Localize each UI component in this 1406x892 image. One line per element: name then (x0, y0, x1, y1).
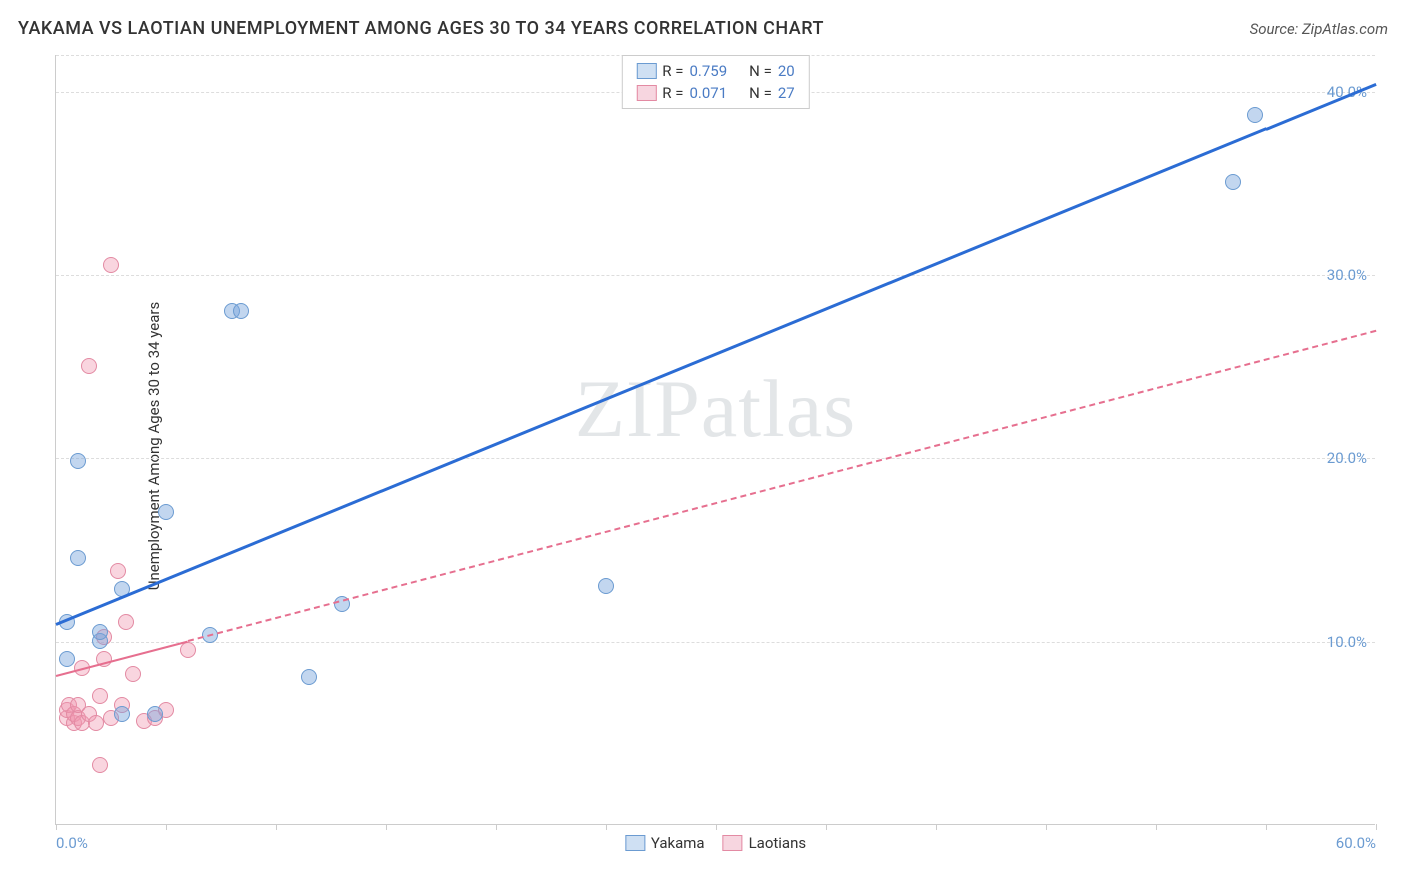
legend-item-laotians: Laotians (723, 834, 807, 852)
watermark: ZIPatlas (575, 362, 856, 456)
x-tick-label: 60.0% (1336, 834, 1376, 852)
source-label: Source: ZipAtlas.com (1250, 20, 1388, 38)
legend-label-laotians: Laotians (749, 834, 807, 852)
y-tick-label: 30.0% (1327, 266, 1367, 284)
x-tick (1156, 824, 1157, 830)
data-point-laotians (110, 563, 126, 579)
data-point-laotians (118, 614, 134, 630)
trend-line (188, 330, 1377, 642)
legend-swatch-laotians (723, 835, 743, 851)
data-point-laotians (92, 757, 108, 773)
data-point-laotians (81, 358, 97, 374)
data-point-yakama (147, 706, 163, 722)
r-label: R = (662, 84, 683, 102)
gridline-h (56, 458, 1375, 459)
x-tick (1046, 824, 1047, 830)
chart-container: YAKAMA VS LAOTIAN UNEMPLOYMENT AMONG AGE… (0, 0, 1406, 892)
x-tick (1266, 824, 1267, 830)
n-value-laotians: 27 (778, 84, 795, 102)
legend-correlation-box: R = 0.759 N = 20 R = 0.071 N = 27 (621, 55, 809, 109)
legend-item-yakama: Yakama (625, 834, 705, 852)
x-tick (276, 824, 277, 830)
data-point-laotians (180, 642, 196, 658)
trend-line (1265, 83, 1376, 131)
data-point-yakama (114, 706, 130, 722)
legend-swatch-laotians (636, 85, 656, 101)
y-tick-label: 20.0% (1327, 449, 1367, 467)
x-tick (386, 824, 387, 830)
n-label: N = (749, 62, 772, 80)
data-point-laotians (88, 715, 104, 731)
title-bar: YAKAMA VS LAOTIAN UNEMPLOYMENT AMONG AGE… (18, 18, 1388, 39)
r-value-laotians: 0.071 (689, 84, 727, 102)
data-point-yakama (301, 669, 317, 685)
data-point-yakama (598, 578, 614, 594)
x-tick (56, 824, 57, 830)
r-label: R = (662, 62, 683, 80)
x-tick (1376, 824, 1377, 830)
x-tick (496, 824, 497, 830)
data-point-yakama (233, 303, 249, 319)
y-tick-label: 10.0% (1327, 633, 1367, 651)
plot-area: ZIPatlas R = 0.759 N = 20 R = 0.071 N = … (55, 55, 1375, 825)
x-tick (936, 824, 937, 830)
data-point-yakama (59, 651, 75, 667)
data-point-yakama (92, 624, 108, 640)
data-point-yakama (158, 504, 174, 520)
x-tick-label: 0.0% (56, 834, 88, 852)
legend-swatch-yakama (625, 835, 645, 851)
x-tick (826, 824, 827, 830)
data-point-yakama (70, 453, 86, 469)
data-point-yakama (1247, 107, 1263, 123)
x-tick (606, 824, 607, 830)
n-value-yakama: 20 (778, 62, 795, 80)
r-value-yakama: 0.759 (689, 62, 727, 80)
x-tick (166, 824, 167, 830)
data-point-yakama (70, 550, 86, 566)
legend-series: Yakama Laotians (625, 834, 806, 852)
n-label: N = (749, 84, 772, 102)
data-point-yakama (1225, 174, 1241, 190)
gridline-h (56, 275, 1375, 276)
legend-row-yakama: R = 0.759 N = 20 (636, 60, 794, 82)
data-point-laotians (125, 666, 141, 682)
chart-title: YAKAMA VS LAOTIAN UNEMPLOYMENT AMONG AGE… (18, 18, 824, 39)
legend-label-yakama: Yakama (651, 834, 705, 852)
legend-swatch-yakama (636, 63, 656, 79)
x-tick (716, 824, 717, 830)
trend-line (56, 640, 189, 676)
legend-row-laotians: R = 0.071 N = 27 (636, 82, 794, 104)
data-point-laotians (103, 257, 119, 273)
data-point-laotians (92, 688, 108, 704)
trend-line (55, 128, 1266, 627)
gridline-h (56, 642, 1375, 643)
